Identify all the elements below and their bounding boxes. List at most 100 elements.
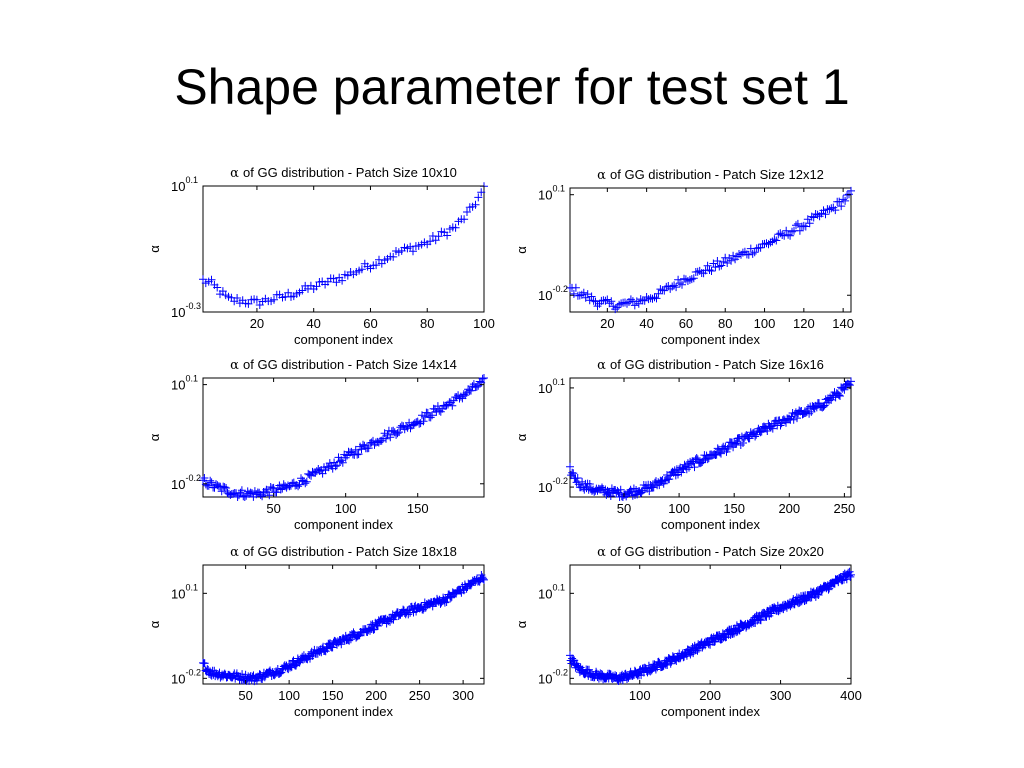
data-point: [415, 419, 424, 428]
data-point: [786, 231, 795, 240]
data-point: [406, 242, 415, 251]
x-tick-label: 150: [407, 501, 429, 516]
data-point: [799, 221, 808, 230]
data-point: [738, 248, 747, 257]
data-point: [393, 429, 402, 438]
data-point: [446, 593, 455, 602]
data-point: [276, 485, 285, 494]
data-point: [762, 239, 771, 248]
chart-panel-4: 50 100 150 200 250 100.1 10-0.2 α of GG distrib…: [514, 357, 855, 532]
data-point: [477, 378, 486, 387]
data-series: [199, 374, 488, 501]
data-point: [763, 427, 772, 435]
x-tick-label: 100: [629, 688, 651, 703]
data-point: [650, 293, 659, 302]
data-point: [372, 261, 381, 270]
data-point: [735, 250, 743, 258]
y-axis-label: α: [514, 246, 529, 254]
x-tick-label: 250: [834, 501, 856, 516]
data-point: [807, 407, 816, 416]
data-point: [847, 570, 855, 579]
data-point: [813, 210, 822, 219]
data-point: [451, 223, 460, 232]
data-point: [676, 279, 684, 288]
data-series: [199, 182, 488, 309]
data-point: [679, 653, 688, 662]
x-axis-label: component index: [661, 704, 761, 719]
data-point: [840, 385, 849, 394]
x-tick-label: 200: [778, 501, 800, 516]
data-point: [207, 478, 216, 487]
data-point: [831, 206, 840, 215]
y-axis-label: α: [514, 620, 529, 628]
y-tick-label: 100.1: [171, 175, 198, 194]
data-point: [687, 648, 696, 657]
data-point: [824, 585, 833, 594]
data-point: [795, 226, 804, 235]
data-point: [634, 299, 643, 308]
data-point: [685, 275, 694, 284]
data-point: [841, 196, 850, 205]
x-axis-label: component index: [294, 517, 394, 532]
data-point: [222, 484, 231, 492]
data-point: [772, 236, 781, 245]
plot-frame: [569, 377, 852, 498]
x-tick-label: 200: [699, 688, 721, 703]
data-point: [354, 450, 363, 459]
data-point: [827, 204, 836, 213]
data-point: [364, 444, 373, 453]
data-point: [585, 480, 594, 488]
data-point: [707, 267, 716, 275]
data-point: [694, 644, 703, 653]
data-point: [839, 195, 848, 204]
data-point: [636, 295, 645, 304]
data-point: [389, 426, 398, 435]
data-point: [566, 462, 574, 471]
data-point: [674, 275, 683, 284]
y-tick-label: 10-0.3: [171, 301, 201, 320]
x-axis-label: component index: [661, 332, 761, 347]
data-point: [756, 616, 765, 625]
data-point: [277, 668, 286, 677]
data-point: [431, 236, 440, 245]
chart-title: α of GG distribution - Patch Size 16x16: [597, 357, 824, 373]
data-point: [630, 301, 639, 310]
chart-panel-3: 50 100 150 100.1 10-0.2 α of GG distribution …: [147, 357, 488, 532]
data-point: [345, 636, 354, 645]
data-point: [337, 640, 346, 649]
data-series: [199, 571, 488, 686]
data-point: [782, 226, 791, 235]
x-tick-label: 60: [363, 316, 377, 331]
data-point: [238, 670, 247, 679]
chart-title: α of GG distribution - Patch Size 10x10: [230, 165, 457, 181]
data-point: [338, 276, 347, 285]
data-point: [817, 586, 826, 595]
data-point: [589, 296, 598, 305]
data-point: [692, 454, 701, 462]
data-point: [801, 408, 810, 417]
data-point: [789, 415, 798, 424]
data-point: [294, 482, 303, 491]
data-point: [717, 261, 726, 270]
data-point: [448, 401, 457, 410]
data-point: [240, 493, 249, 501]
data-point: [328, 643, 337, 652]
data-point: [440, 598, 449, 607]
data-point: [477, 188, 486, 197]
data-point: [805, 219, 814, 228]
data-point: [788, 227, 796, 236]
data-point: [704, 640, 713, 649]
plot-frame: [202, 564, 485, 685]
data-point: [443, 231, 452, 240]
data-point: [265, 491, 274, 500]
x-tick-label: 20: [250, 316, 264, 331]
data-point: [419, 417, 428, 426]
data-point: [837, 202, 846, 211]
data-point: [750, 248, 759, 257]
data-point: [569, 289, 578, 298]
data-point: [217, 487, 226, 496]
data-point: [733, 627, 742, 636]
data-point: [258, 492, 267, 501]
data-point: [683, 277, 692, 285]
chart-panel-5: 50 100 150 200 250 300 100.1 10-0.2 α of GG dist…: [147, 544, 488, 719]
